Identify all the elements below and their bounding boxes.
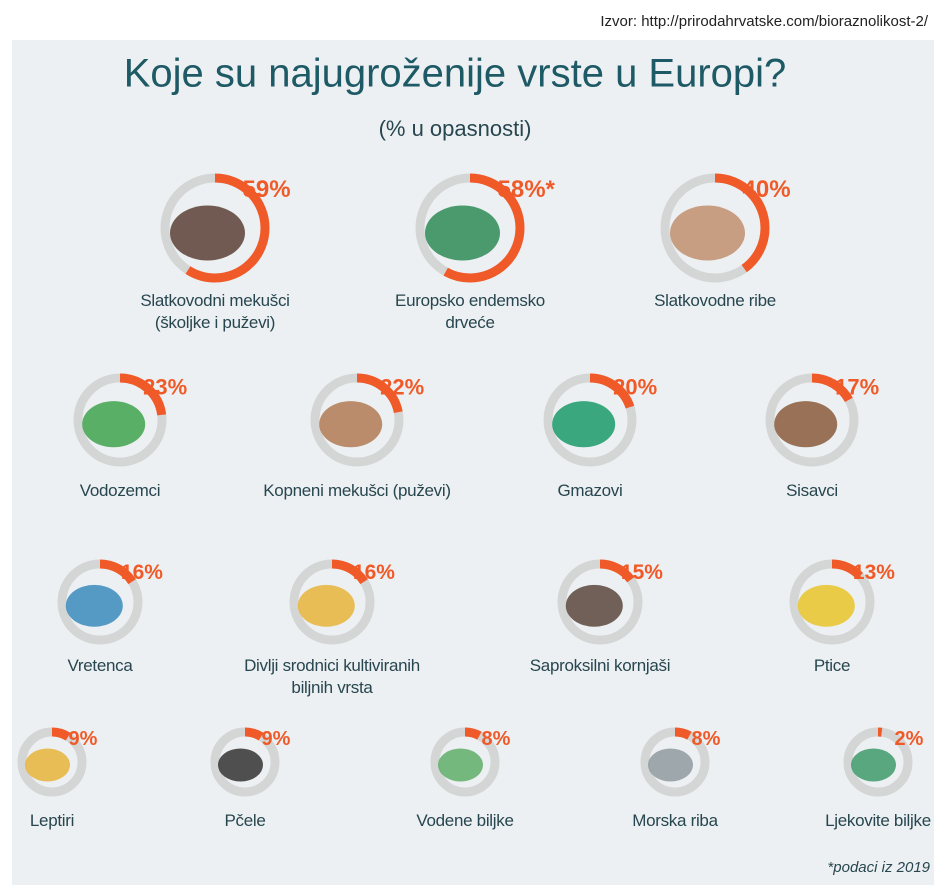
icon [65,584,123,627]
value-label: 58%* [498,176,556,203]
category-label: Leptiri [29,811,75,830]
category-label: Sisavci [786,481,838,500]
ring-arc [660,173,770,283]
ring-arc [543,373,637,467]
icon [297,584,355,627]
value-label: 8% [482,728,511,750]
category-label: Saproksilni kornjaši [529,656,671,675]
category-label: Divlji srodnici kultiviranih biljnih vrs… [244,656,420,697]
icon [170,205,245,261]
icon [25,748,70,782]
category-label: Vretenca [67,656,133,675]
icon [851,748,896,782]
icon [218,748,263,782]
value-label: 16% [121,561,163,584]
ring-arc [789,559,875,645]
category-label: Europsko endemsko drveće [395,291,545,332]
category-label: Ptice [813,656,851,675]
ring-arc [73,373,167,467]
ring-arc [289,559,375,645]
value-label: 59% [243,176,291,203]
value-label: 40% [743,176,791,203]
value-label: 13% [853,561,895,584]
icon [438,748,483,782]
value-label: 9% [262,728,291,750]
icon [797,584,855,627]
value-label: 16% [353,561,395,584]
icon [552,401,616,448]
category-label: Pčele [224,811,266,830]
ring-arc [557,559,643,645]
icon [774,401,838,448]
category-label: Vodozemci [79,481,161,500]
icon [648,748,693,782]
icon [82,401,146,448]
footnote: *podaci iz 2019 [827,859,930,876]
ring-arc [310,373,404,467]
category-label: Ljekovite biljke [825,811,931,830]
value-label: 15% [621,561,663,584]
icon [565,584,623,627]
value-label: 22% [380,374,424,399]
category-label: Kopneni mekušci (puževi) [263,481,451,500]
value-label: 2% [895,728,924,750]
chart-title: Koje su najugroženije vrste u Europi? [124,52,787,96]
icon [319,401,383,448]
ring-arc [765,373,859,467]
ring-arc [17,727,87,797]
category-label: Slatkovodni mekušci (školjke i puževi) [140,291,290,332]
category-label: Gmazovi [557,481,623,500]
ring-arc [640,727,710,797]
category-label: Slatkovodne ribe [654,291,776,310]
value-label: 8% [692,728,721,750]
ring-arc [843,727,913,797]
ring-arc [57,559,143,645]
value-label: 9% [69,728,98,750]
value-label: 23% [143,374,187,399]
category-label: Morska riba [632,811,718,830]
value-label: 20% [613,374,657,399]
ring-arc [160,173,270,283]
value-label: 17% [835,374,879,399]
icon [670,205,745,261]
source: Izvor: http://prirodahrvatske.com/bioraz… [600,13,928,30]
icon [425,205,500,261]
subtitle: (% u opasnosti) [379,116,532,141]
ring-arc [210,727,280,797]
category-label: Vodene biljke [416,811,514,830]
ring-arc [430,727,500,797]
ring-arc [415,173,525,283]
